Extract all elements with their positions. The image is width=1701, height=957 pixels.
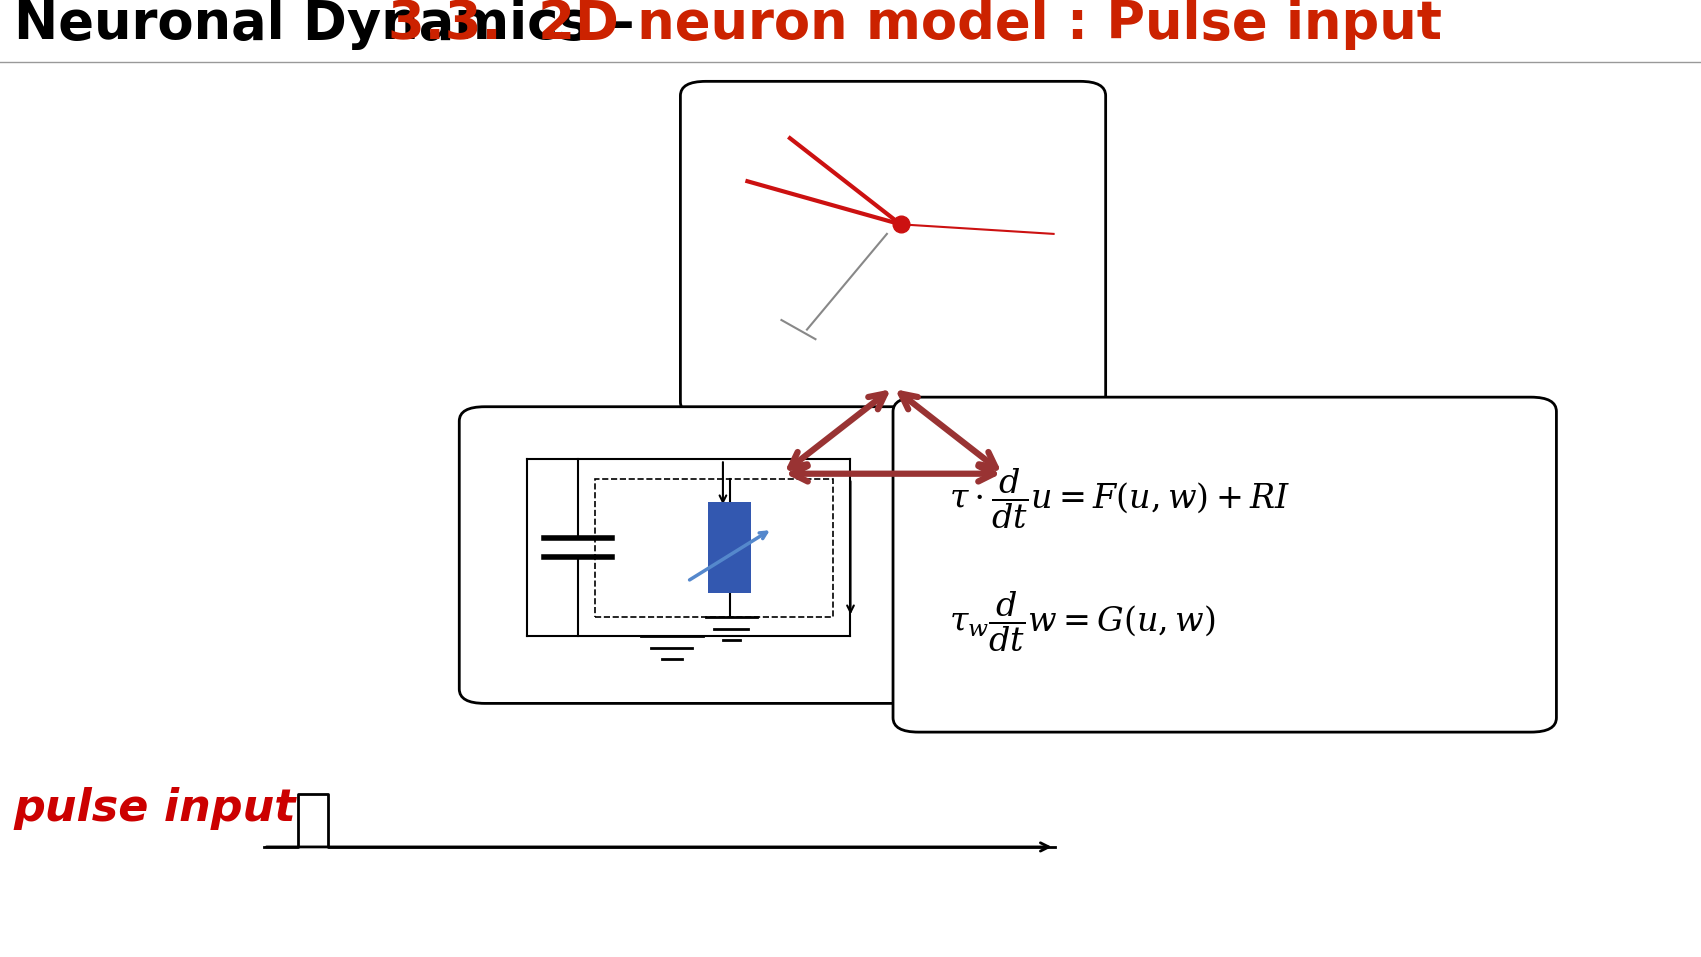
Text: Neuronal Dynamics –: Neuronal Dynamics – [14, 0, 653, 50]
Text: 3.3.  2D neuron model : Pulse input: 3.3. 2D neuron model : Pulse input [388, 0, 1442, 50]
Text: $\tau \cdot \dfrac{d}{dt}u = F(u,w) + RI$: $\tau \cdot \dfrac{d}{dt}u = F(u,w) + RI… [949, 467, 1291, 531]
FancyBboxPatch shape [893, 397, 1556, 732]
Text: pulse input: pulse input [14, 788, 296, 830]
FancyBboxPatch shape [459, 407, 919, 703]
Text: $\tau_w \dfrac{d}{dt}w = G(u,w)$: $\tau_w \dfrac{d}{dt}w = G(u,w)$ [949, 590, 1216, 654]
FancyBboxPatch shape [680, 81, 1106, 416]
Bar [708, 502, 750, 593]
Bar [595, 478, 833, 617]
